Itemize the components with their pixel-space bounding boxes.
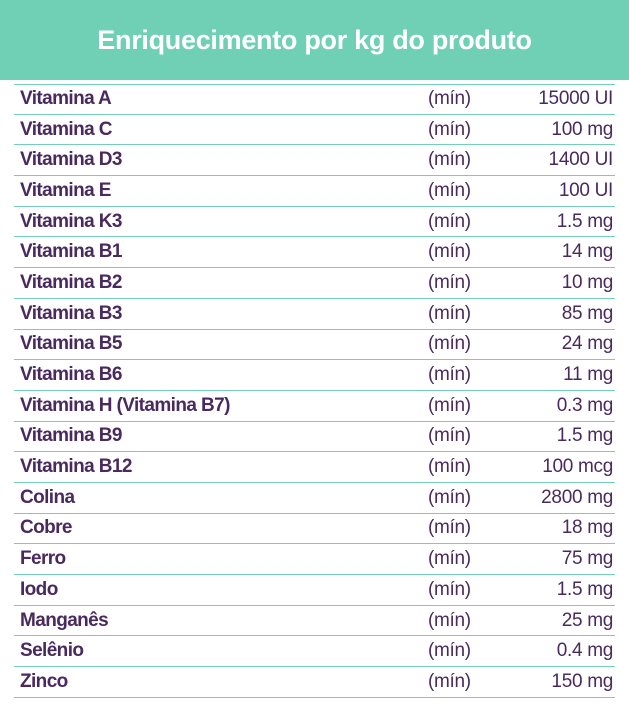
minimum-qualifier: (mín) [428,670,471,692]
minimum-qualifier: (mín) [428,425,471,447]
minimum-qualifier: (mín) [428,271,471,293]
table-row: Selênio (mín) 0.4 mg [14,636,615,668]
nutrient-name: Vitamina K3 [20,210,122,232]
table-row: Vitamina B5 (mín) 24 mg [14,330,615,361]
table-row: Iodo (mín) 1.5 mg [14,575,615,606]
table-row: Vitamina H (Vitamina B7) (mín) 0.3 mg [14,391,615,422]
nutrient-name: Vitamina B9 [20,425,122,447]
nutrient-name: Selênio [20,640,84,662]
minimum-qualifier: (mín) [428,609,471,631]
minimum-qualifier: (mín) [428,302,471,324]
nutrient-amount: 0.4 mg [556,640,614,662]
nutrient-amount: 0.3 mg [556,394,614,416]
nutrient-name: Vitamina H (Vitamina B7) [20,394,230,416]
nutrient-name: Vitamina B1 [20,241,122,263]
nutrient-name: Vitamina B6 [20,364,122,386]
nutrient-name: Vitamina E [20,179,111,201]
nutrient-amount: 1400 UI [548,149,614,171]
nutrient-name: Vitamina B12 [20,456,132,478]
nutrient-table: Vitamina A (mín) 15000 UI Vitamina C (mín) 10… [0,84,629,698]
table-row: Ferro (mín) 75 mg [14,544,615,575]
nutrient-amount: 100 UI [558,179,613,201]
minimum-qualifier: (mín) [428,486,471,508]
nutrient-name: Vitamina B3 [20,302,122,324]
nutrient-name: Vitamina B5 [20,333,122,355]
nutrient-amount: 150 mg [551,670,613,692]
nutrient-amount: 2800 mg [541,486,613,508]
table-row: Vitamina B6 (mín) 11 mg [14,360,615,391]
nutrient-amount: 15000 UI [538,88,613,110]
table-row: Vitamina B2 (mín) 10 mg [14,268,615,299]
nutrient-amount: 14 mg [561,241,614,263]
nutrient-name: Cobre [20,517,73,539]
table-row: Vitamina B1 (mín) 14 mg [14,237,615,269]
table-row: Vitamina E (mín) 100 UI [14,176,615,207]
nutrient-amount: 1.5 mg [556,425,614,447]
minimum-qualifier: (mín) [428,640,471,662]
minimum-qualifier: (mín) [428,394,471,416]
nutrient-name: Iodo [20,578,58,600]
table-row: Colina (mín) 2800 mg [14,483,615,514]
table-row: Vitamina B3 (mín) 85 mg [14,299,615,330]
table-row: Zinco (mín) 150 mg [14,667,615,698]
nutrient-name: Zinco [20,670,68,692]
nutrient-amount: 10 mg [561,271,614,293]
minimum-qualifier: (mín) [428,333,471,355]
table-row: Cobre (mín) 18 mg [14,514,615,545]
table-row: Manganês (mín) 25 mg [14,606,615,637]
nutrient-amount: 1.5 mg [556,578,614,600]
table-row: Vitamina B12 (mín) 100 mcg [14,452,615,483]
nutrient-amount: 100 mcg [542,456,613,478]
nutrient-amount: 75 mg [561,548,614,570]
minimum-qualifier: (mín) [428,517,471,539]
table-row: Vitamina B9 (mín) 1.5 mg [14,422,615,453]
nutrient-name: Ferro [20,548,66,570]
nutrient-name: Vitamina A [20,88,112,110]
nutrient-name: Vitamina D3 [20,149,122,171]
table-row: Vitamina A (mín) 15000 UI [14,84,615,115]
nutrient-amount: 25 mg [561,609,614,631]
table-row: Vitamina K3 (mín) 1.5 mg [14,207,615,238]
nutrient-amount: 18 mg [561,517,614,539]
nutrient-name: Vitamina C [20,118,112,140]
minimum-qualifier: (mín) [428,578,471,600]
nutrient-amount: 100 mg [551,118,613,140]
minimum-qualifier: (mín) [428,149,471,171]
nutrient-name: Colina [20,486,75,508]
nutrient-amount: 24 mg [561,333,614,355]
minimum-qualifier: (mín) [428,364,471,386]
minimum-qualifier: (mín) [428,241,471,263]
table-row: Vitamina D3 (mín) 1400 UI [14,145,615,177]
minimum-qualifier: (mín) [428,88,471,110]
minimum-qualifier: (mín) [428,210,471,232]
nutrient-amount: 1.5 mg [556,210,614,232]
minimum-qualifier: (mín) [428,456,471,478]
minimum-qualifier: (mín) [428,179,471,201]
nutrient-name: Vitamina B2 [20,271,122,293]
header-banner: Enriquecimento por kg do produto [0,0,629,80]
nutrient-name: Manganês [20,609,109,631]
nutrient-amount: 11 mg [563,364,613,386]
nutrient-amount: 85 mg [561,302,614,324]
minimum-qualifier: (mín) [428,548,471,570]
table-row: Vitamina C (mín) 100 mg [14,115,615,146]
page-title: Enriquecimento por kg do produto [97,24,532,55]
minimum-qualifier: (mín) [428,118,471,140]
